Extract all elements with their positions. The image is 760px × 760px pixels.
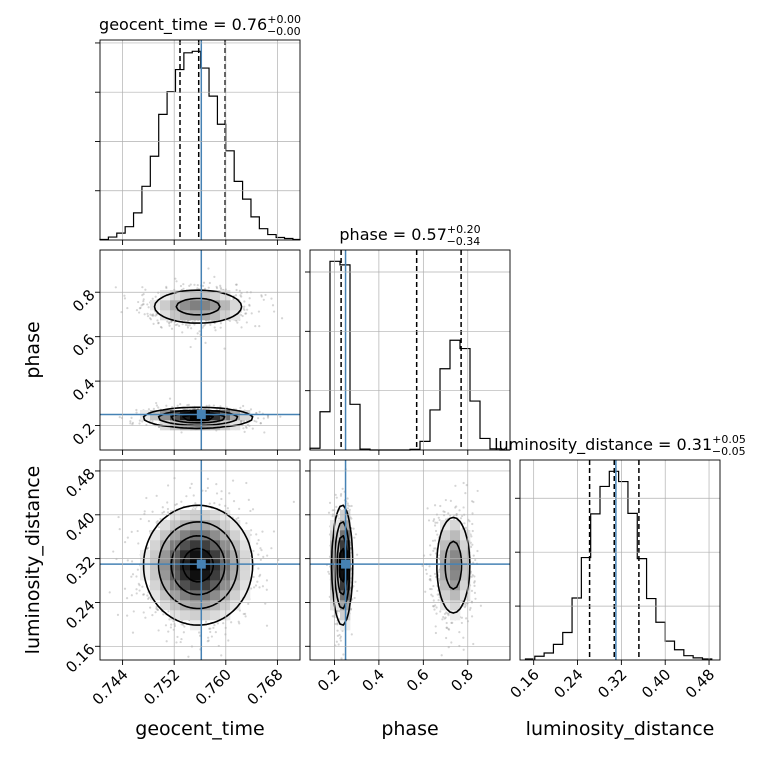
hist-panel-phase — [309, 250, 510, 451]
hist-phase-frame — [309, 249, 511, 451]
histogram-luminosity_distance — [524, 470, 713, 660]
hist-geocent_time-frame — [99, 39, 301, 241]
x-tick-label: 0.32 — [594, 665, 630, 701]
x-tick-label: 0.768 — [244, 665, 287, 708]
y-tick-label: 0.24 — [62, 596, 98, 632]
hist-panel-geocent_time — [99, 40, 301, 241]
y-tick-label: 0.16 — [62, 640, 98, 676]
truth-marker — [196, 409, 206, 419]
x-tick-label: 0.6 — [403, 665, 433, 695]
x-axis-label: phase — [381, 718, 438, 740]
panel-geocent_time-vs-luminosity_distance-frame — [99, 459, 301, 661]
hist-luminosity_distance-frame — [519, 459, 721, 661]
histogram-geocent_time — [99, 50, 301, 241]
x-axis-label: luminosity_distance — [526, 718, 715, 740]
y-tick-label: 0.48 — [62, 465, 98, 501]
y-tick-label: 0.32 — [62, 552, 98, 588]
truth-marker — [341, 559, 351, 569]
y-tick-label: 0.2 — [69, 419, 99, 449]
panel-phase-vs-luminosity_distance-frame — [309, 459, 511, 661]
density-cells — [140, 510, 251, 631]
panel-geocent_time-vs-luminosity_distance — [100, 460, 300, 660]
panel-geocent_time-vs-phase — [100, 250, 300, 450]
panel-title: geocent_time = 0.76+0.00 −0.00 — [99, 13, 301, 38]
y-tick-label: 0.4 — [69, 375, 99, 405]
x-tick-label: 0.760 — [192, 665, 235, 708]
x-tick-label: 0.24 — [550, 665, 586, 701]
x-tick-label: 0.744 — [89, 665, 132, 708]
x-tick-label: 0.40 — [638, 665, 674, 701]
y-tick-label: 0.6 — [69, 330, 99, 360]
x-tick-label: 0.16 — [507, 665, 543, 701]
panel-phase-vs-luminosity_distance — [310, 460, 510, 660]
panel-geocent_time-vs-phase-frame — [99, 249, 301, 451]
x-tick-label: 0.2 — [314, 665, 344, 695]
x-tick-label: 0.48 — [682, 665, 718, 701]
x-tick-label: 0.4 — [358, 665, 388, 695]
y-axis-label: luminosity_distance — [22, 466, 44, 655]
y-tick-label: 0.8 — [69, 286, 99, 316]
x-axis-label: geocent_time — [135, 718, 264, 740]
x-tick-label: 0.8 — [447, 665, 477, 695]
panel-title: phase = 0.57+0.20 −0.34 — [339, 223, 480, 248]
hist-panel-luminosity_distance — [524, 460, 713, 660]
panel-title: luminosity_distance = 0.31+0.05 −0.05 — [494, 433, 746, 458]
histogram-phase — [309, 260, 510, 451]
y-tick-label: 0.40 — [62, 509, 98, 545]
x-tick-label: 0.752 — [140, 665, 183, 708]
truth-marker — [196, 559, 206, 569]
y-axis-label: phase — [22, 321, 44, 378]
